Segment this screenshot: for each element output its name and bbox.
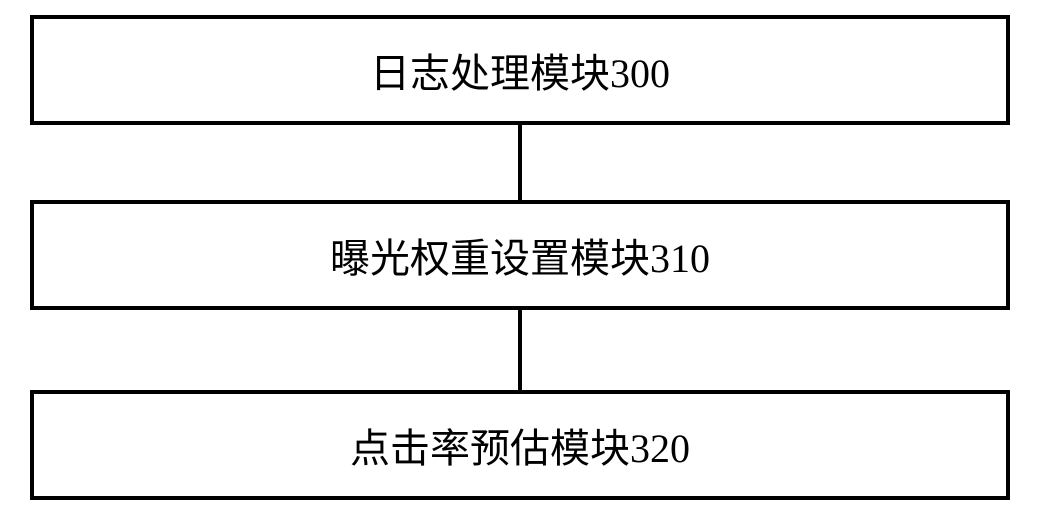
flowchart-canvas: 日志处理模块300 曝光权重设置模块310 点击率预估模块320 [0, 0, 1041, 517]
node-ctr-prediction-module: 点击率预估模块320 [30, 390, 1010, 500]
node-exposure-weight-module: 曝光权重设置模块310 [30, 200, 1010, 310]
edge-310-to-320 [518, 310, 522, 390]
node-log-processing-module: 日志处理模块300 [30, 15, 1010, 125]
edge-300-to-310 [518, 125, 522, 200]
